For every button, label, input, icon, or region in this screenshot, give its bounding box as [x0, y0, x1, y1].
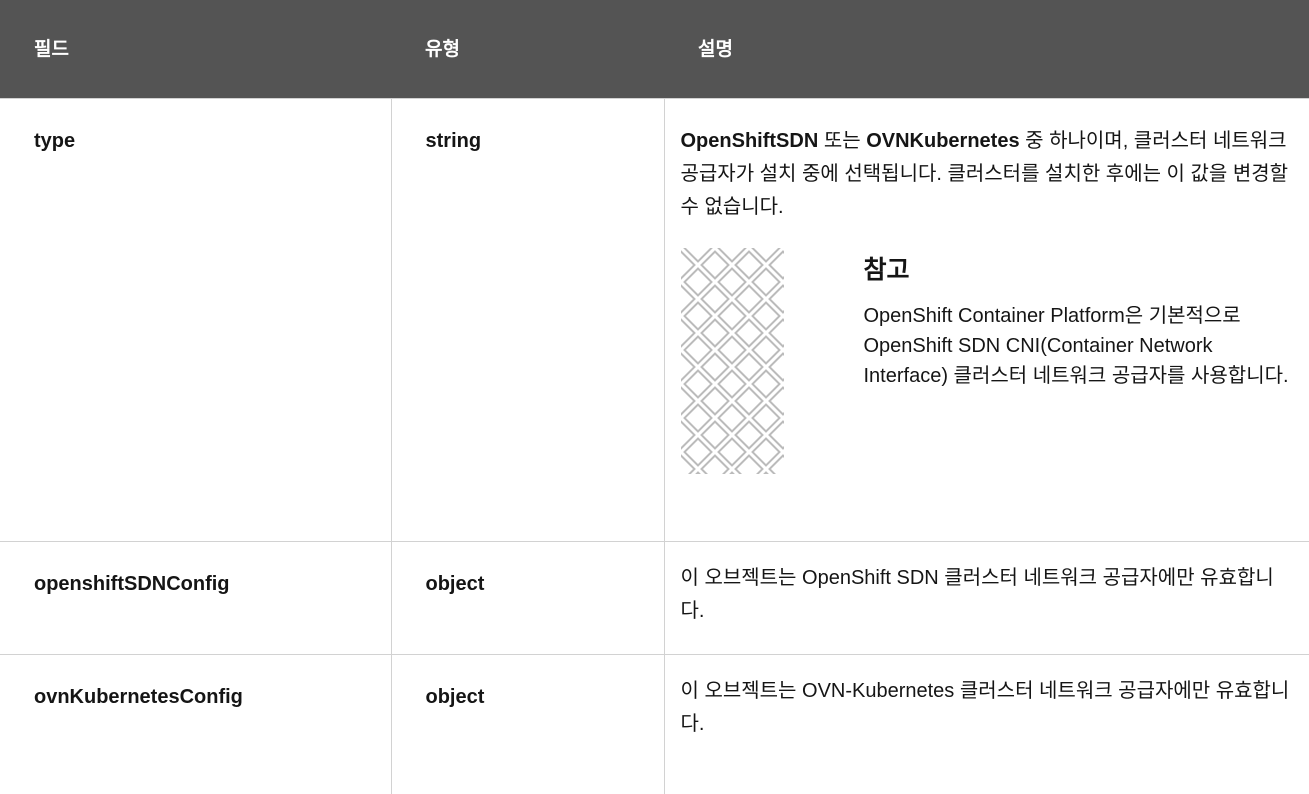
description-cell: 이 오브젝트는 OpenShift SDN 클러스터 네트워크 공급자에만 유효…: [663, 541, 1309, 655]
header-cell: 설명: [664, 0, 1309, 99]
description-cell: 이 오브젝트는 OVN-Kubernetes 클러스터 네트워크 공급자에만 유…: [663, 654, 1309, 794]
description: OpenShiftSDN 또는 OVNKubernetes 중 하나이며, 클러…: [681, 125, 1292, 224]
row: type string OpenShiftSDN 또는 OVNKubernete…: [0, 98, 1309, 542]
type-cell: object: [390, 654, 664, 794]
description-cell: OpenShiftSDN 또는 OVNKubernetes 중 하나이며, 클러…: [663, 98, 1309, 542]
type-cell: string: [390, 98, 664, 542]
text: 또는: [818, 130, 867, 152]
text: 중 하나이며, 클러스터 네트워크 공급자가 설치 중에 선택됩니다. 클러스터…: [680, 130, 1289, 218]
field-cell: openshiftSDNConfig: [0, 541, 391, 655]
note-title: 참고: [863, 256, 910, 284]
type-cell: object: [390, 541, 664, 655]
note-icon: [680, 248, 784, 474]
header-cell: 유형: [391, 0, 664, 99]
header-row: 필드 유형 설명: [0, 0, 1309, 99]
note-text: OpenShift Container Platform은 기본적으로 Open…: [863, 305, 1289, 387]
field-cell: ovnKubernetesConfig: [0, 654, 391, 794]
row: openshiftSDNConfig object 이 오브젝트는 OpenSh…: [0, 541, 1309, 655]
bold-text: OVNKubernetes: [866, 130, 1020, 152]
row: ovnKubernetesConfig object 이 오브젝트는 OVN-K…: [0, 654, 1309, 794]
field-cell: type: [0, 98, 391, 542]
note: 참고 OpenShift Container Platform은 기본적으로 O…: [680, 248, 1292, 474]
bold-text: OpenShiftSDN: [680, 130, 819, 152]
header-cell: 필드: [0, 0, 391, 99]
